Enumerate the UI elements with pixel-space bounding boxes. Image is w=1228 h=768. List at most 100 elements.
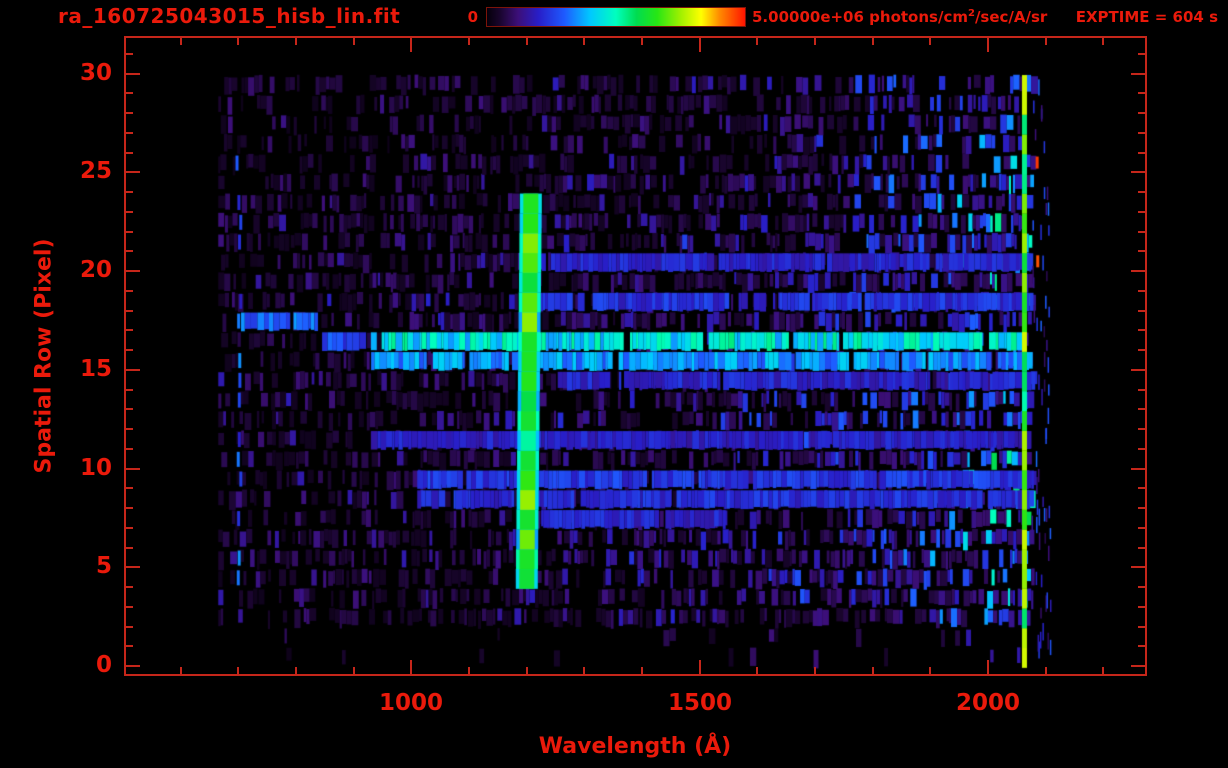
x-tick-label: 1000 [378,690,444,716]
y-tick [126,468,140,470]
colorbar-min-label: 0 [467,8,478,26]
y-tick [126,586,133,588]
y-tick [1138,408,1145,410]
y-tick [126,547,133,549]
y-tick [1138,507,1145,509]
y-tick [1138,310,1145,312]
y-tick [1138,547,1145,549]
x-tick [814,667,816,674]
x-tick [756,667,758,674]
y-tick [126,645,133,647]
x-tick [929,667,931,674]
colorbar-units-superscript: 2 [967,8,975,19]
y-tick [1131,73,1145,75]
y-tick [126,349,133,351]
x-tick [410,660,412,674]
y-tick [1138,606,1145,608]
y-tick-label: 15 [79,356,112,382]
colorbar-max-value: 5.00000e+06 photons/cm [752,8,968,26]
y-tick [126,290,133,292]
y-tick [1131,270,1145,272]
y-tick [1138,112,1145,114]
y-tick [1131,665,1145,667]
y-tick [126,132,133,134]
x-tick [641,38,643,45]
y-tick [126,527,133,529]
y-tick [1131,468,1145,470]
y-tick [1138,349,1145,351]
x-tick [353,667,355,674]
y-tick [126,626,133,628]
y-tick [1138,152,1145,154]
x-tick [468,38,470,45]
y-tick [1138,92,1145,94]
y-tick [1138,290,1145,292]
x-tick [526,667,528,674]
y-tick [1138,53,1145,55]
x-tick [295,667,297,674]
exptime-label: EXPTIME = 604 s [1075,8,1218,26]
y-tick [126,428,133,430]
x-tick-label: 2000 [955,690,1021,716]
y-tick [1138,231,1145,233]
x-tick [237,667,239,674]
colorbar-max-label: 5.00000e+06 photons/cm2/sec/A/sr [752,8,1047,26]
spectral-image-heatmap [126,38,1145,674]
colorbar-units-suffix: /sec/A/sr [974,8,1048,26]
x-tick [872,38,874,45]
colorbar [486,7,746,27]
y-tick [126,231,133,233]
y-tick [126,250,133,252]
y-tick [1138,428,1145,430]
x-tick [756,38,758,45]
x-tick [468,667,470,674]
y-tick [1138,586,1145,588]
y-tick [126,606,133,608]
x-tick [987,660,989,674]
y-tick-label: 25 [79,158,112,184]
y-tick [1138,626,1145,628]
y-tick [126,211,133,213]
y-tick [1138,132,1145,134]
y-tick [126,112,133,114]
x-tick [1045,38,1047,45]
y-tick [126,389,133,391]
x-tick [929,38,931,45]
y-tick [126,329,133,331]
y-tick [126,171,140,173]
y-tick [1138,191,1145,193]
y-tick-label: 10 [79,455,112,481]
y-tick [126,152,133,154]
y-tick [126,408,133,410]
y-tick-label: 20 [79,257,112,283]
x-tick [583,667,585,674]
x-tick [180,38,182,45]
x-tick [814,38,816,45]
y-tick [1138,645,1145,647]
y-tick [1138,250,1145,252]
y-tick [126,191,133,193]
x-tick [1102,38,1104,45]
plot-title: ra_160725043015_hisb_lin.fit [58,4,401,28]
y-tick [126,369,140,371]
y-tick [126,73,140,75]
y-tick [1131,369,1145,371]
x-tick [410,38,412,52]
y-tick [1138,448,1145,450]
x-tick [699,38,701,52]
y-tick [126,270,140,272]
y-tick [126,92,133,94]
y-tick-label: 30 [79,60,112,86]
y-tick [1138,389,1145,391]
x-tick [526,38,528,45]
y-tick [126,487,133,489]
y-tick [1138,211,1145,213]
y-tick [1138,329,1145,331]
x-tick [987,38,989,52]
y-tick-label: 0 [95,652,112,678]
y-tick-label: 5 [95,553,112,579]
y-tick [126,566,140,568]
y-tick [126,665,140,667]
x-tick [583,38,585,45]
